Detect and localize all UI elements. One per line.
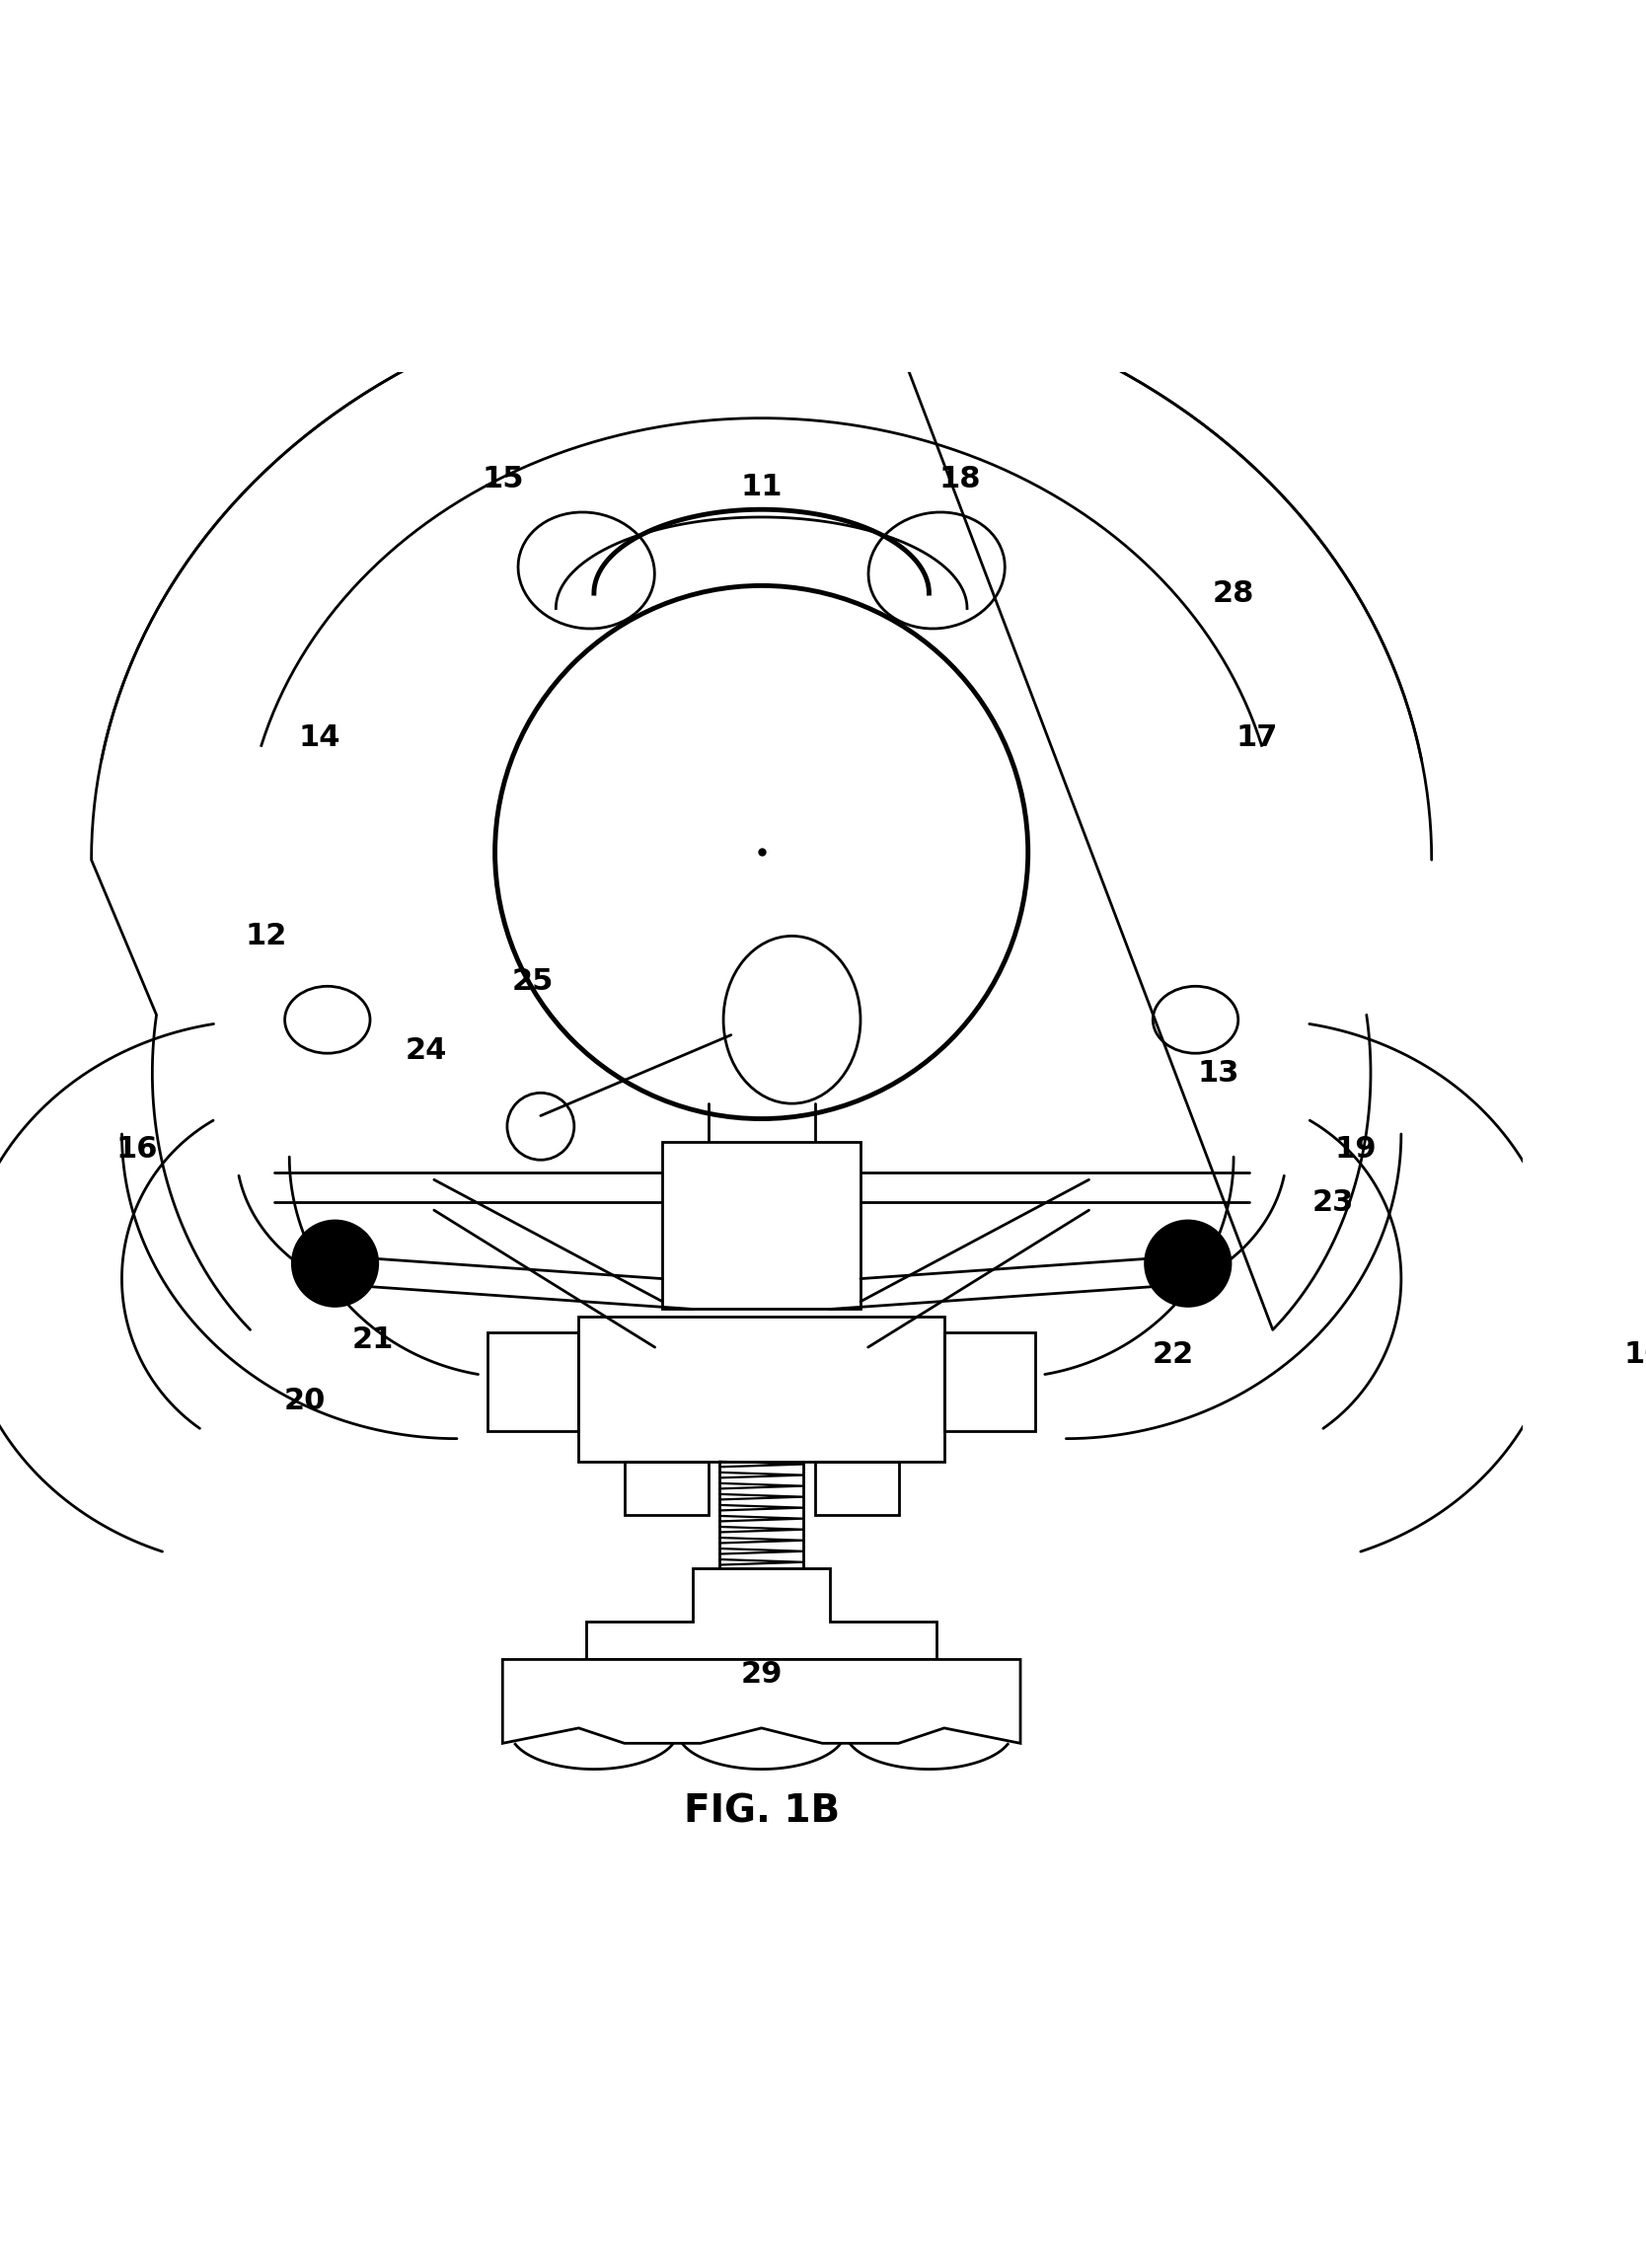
Polygon shape <box>586 1567 937 1660</box>
Text: 21: 21 <box>352 1325 393 1354</box>
Text: FIG. 1B: FIG. 1B <box>683 1794 839 1830</box>
Polygon shape <box>502 1660 1021 1744</box>
Text: 15: 15 <box>482 465 523 494</box>
Text: 25: 25 <box>512 968 555 996</box>
Text: 29: 29 <box>741 1660 782 1690</box>
Text: 28: 28 <box>1213 578 1254 608</box>
Text: 19: 19 <box>1335 1134 1376 1163</box>
Text: 17: 17 <box>1236 723 1277 753</box>
Text: 20: 20 <box>283 1386 326 1415</box>
Circle shape <box>293 1220 377 1306</box>
Text: 13: 13 <box>1198 1059 1239 1086</box>
Text: 18: 18 <box>938 465 981 494</box>
Polygon shape <box>579 1318 945 1461</box>
Text: 24: 24 <box>405 1036 448 1064</box>
Text: 12: 12 <box>245 921 288 950</box>
Text: 16: 16 <box>117 1134 158 1163</box>
Text: 22: 22 <box>1152 1340 1193 1370</box>
Circle shape <box>1146 1220 1231 1306</box>
Text: 23: 23 <box>1312 1188 1353 1218</box>
Text: 10: 10 <box>1625 1340 1646 1370</box>
Text: 11: 11 <box>741 472 782 501</box>
Text: 14: 14 <box>300 723 341 753</box>
Polygon shape <box>662 1141 861 1309</box>
